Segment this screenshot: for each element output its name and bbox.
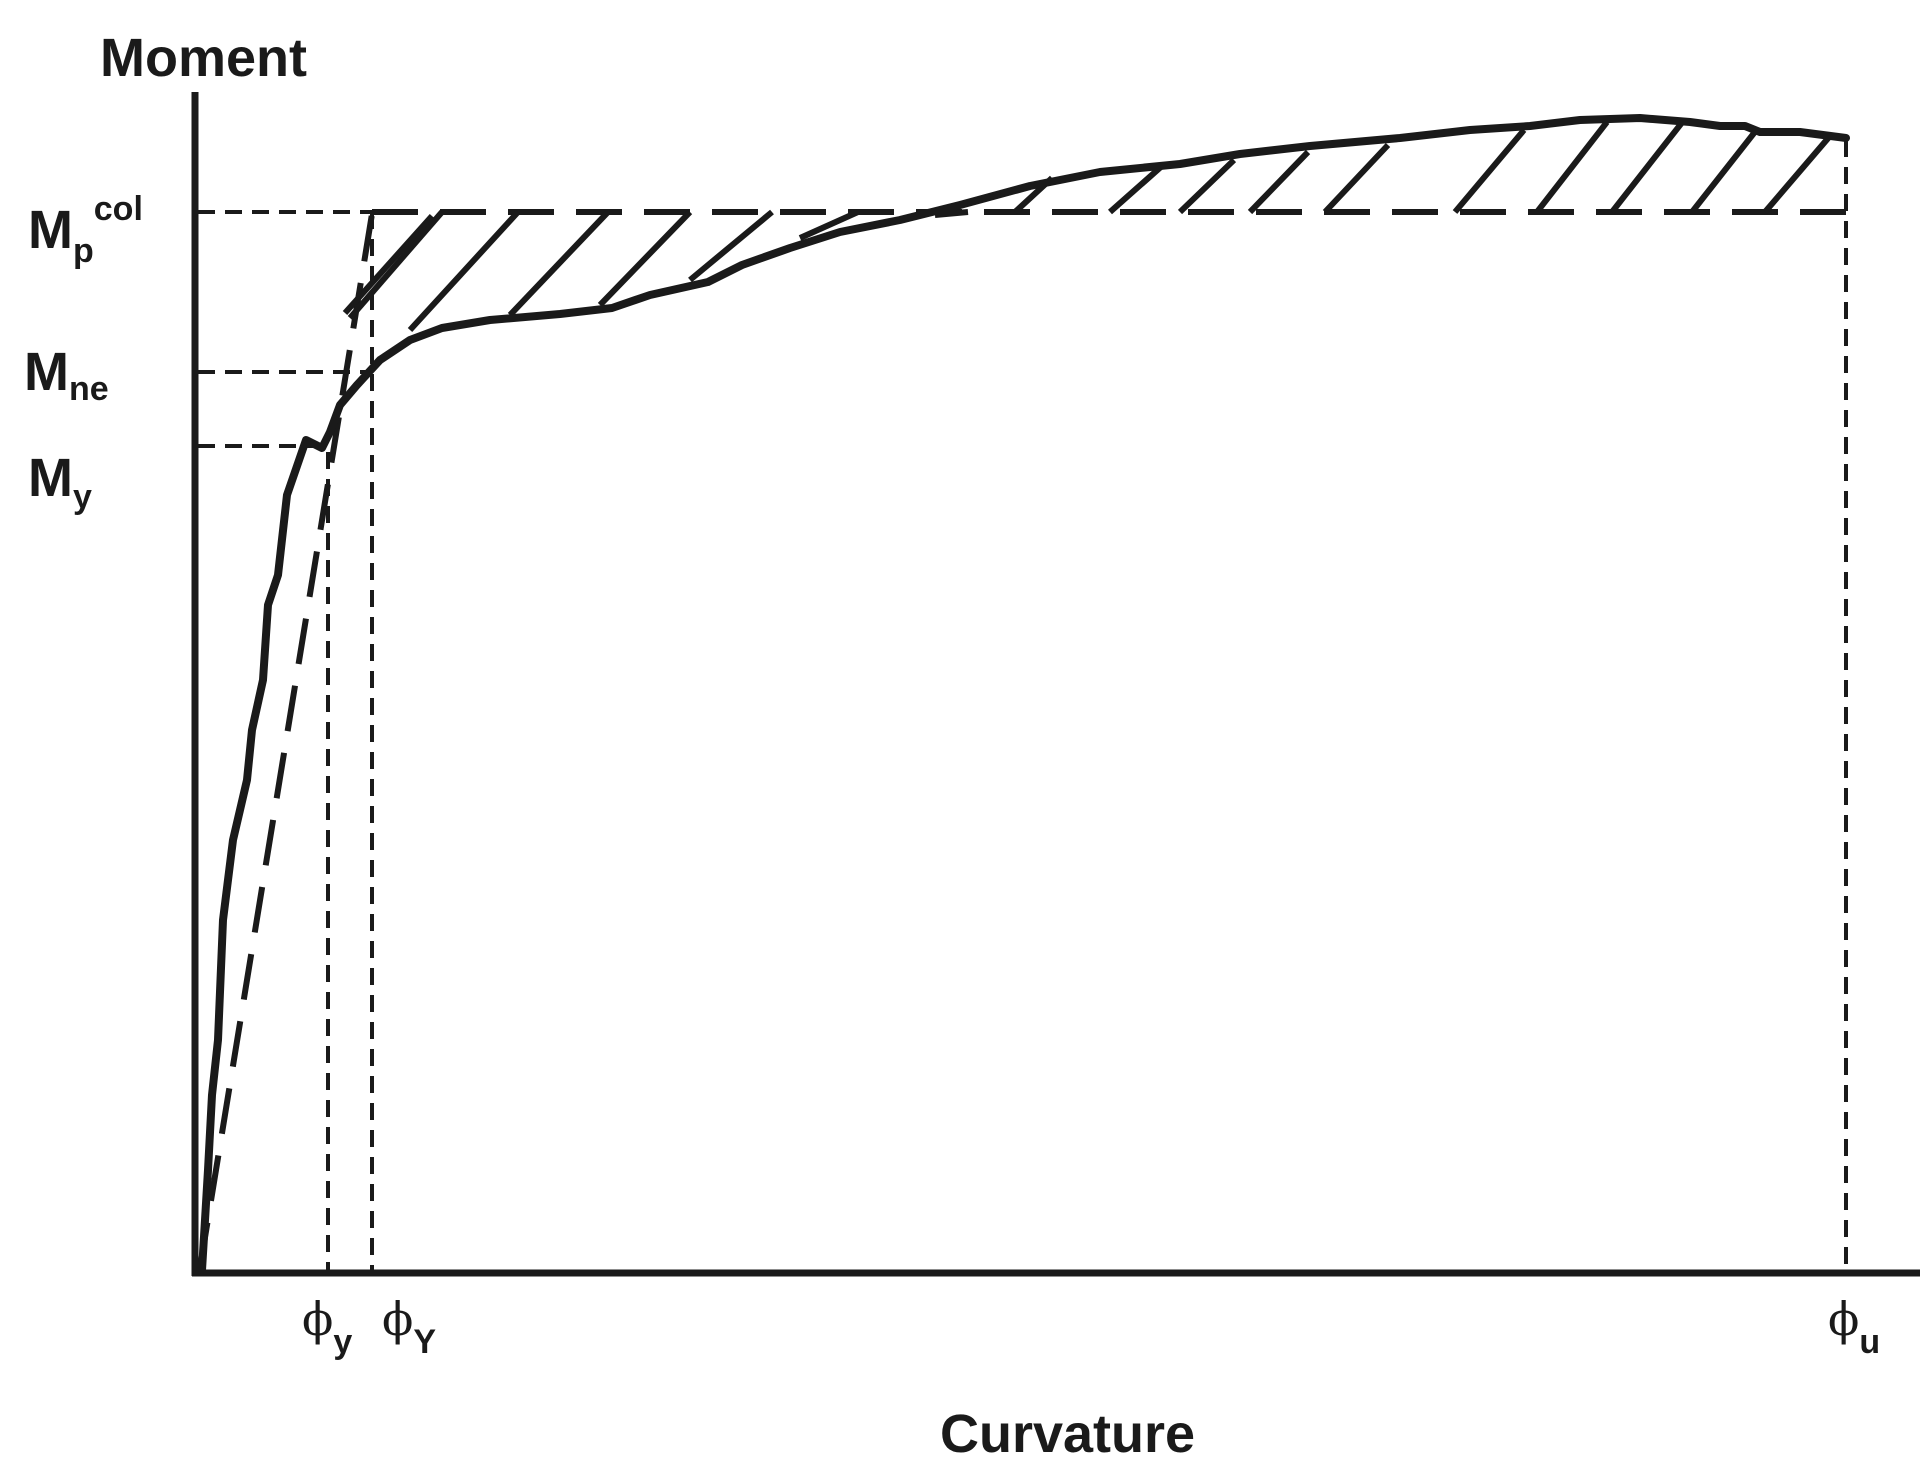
- hatch-line: [507, 209, 611, 318]
- phi-y-label: ϕy: [302, 1292, 352, 1361]
- hatch-line: [1247, 149, 1311, 215]
- hatch-line: [934, 209, 969, 218]
- hatch-line: [1108, 163, 1164, 215]
- hatch-area: [342, 118, 1833, 333]
- mne-label: Mne: [24, 342, 109, 408]
- idealized-elastic-branch: [197, 213, 375, 1269]
- hatch-line: [1689, 126, 1761, 214]
- hatch-line: [1177, 157, 1237, 215]
- hatch-line: [1452, 128, 1527, 214]
- mp-col-label: Mpcol: [28, 190, 143, 270]
- my-label: My: [28, 448, 92, 516]
- hatch-line: [407, 209, 521, 333]
- hatch-line: [342, 213, 435, 316]
- hatch-line: [798, 209, 860, 241]
- reference-lines: [198, 140, 1848, 1271]
- hatch-line: [688, 209, 774, 283]
- hatch-line: [1322, 142, 1391, 215]
- moment-curvature-curve: [198, 114, 1850, 1274]
- axes: [191, 92, 1920, 1277]
- hatch-line: [347, 210, 445, 320]
- hatch-line: [597, 209, 693, 308]
- y-axis-title: Moment: [100, 28, 307, 88]
- phi-u-label: ϕu: [1828, 1292, 1880, 1361]
- hatch-line: [1609, 118, 1687, 214]
- x-axis-title: Curvature: [940, 1404, 1195, 1464]
- hatch-line: [1534, 120, 1610, 214]
- idealized-curve: [197, 209, 1846, 1269]
- hatch-line: [1762, 134, 1833, 214]
- phi-Y-label: ϕY: [382, 1292, 436, 1361]
